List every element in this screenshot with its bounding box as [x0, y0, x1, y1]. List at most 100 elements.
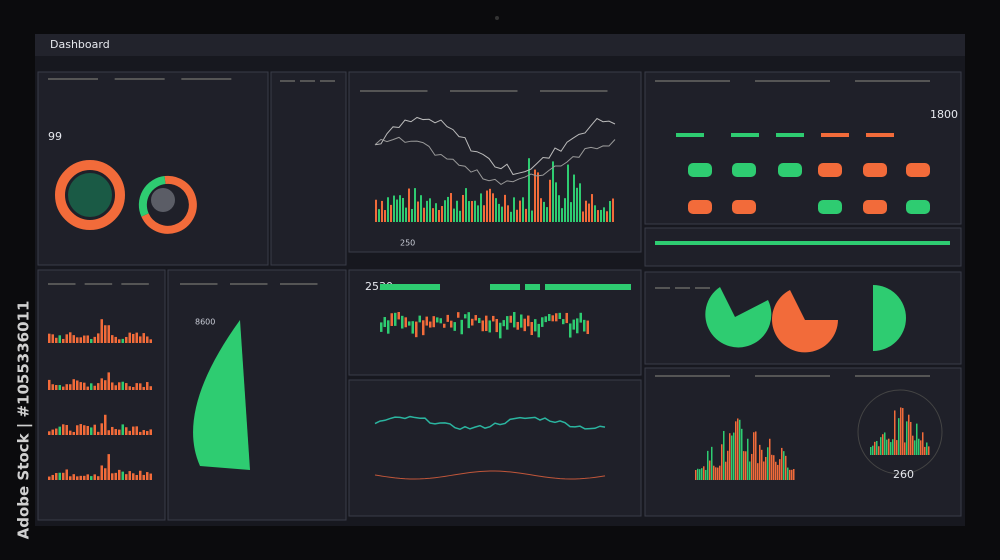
- candle: [583, 319, 586, 332]
- decor-bar: [582, 211, 584, 222]
- pill-button: [863, 163, 887, 177]
- wedge: [193, 320, 250, 470]
- decor-bar: [378, 209, 380, 222]
- decor-line: [374, 415, 606, 431]
- decor-bar: [93, 424, 96, 435]
- decor-bar: [93, 385, 96, 390]
- decor-bar: [69, 430, 72, 435]
- decor-bar: [79, 424, 82, 435]
- decor-bar: [603, 207, 605, 222]
- decor-bar: [90, 383, 93, 390]
- decor-bar: [510, 211, 512, 222]
- candle: [555, 313, 558, 322]
- candle: [436, 317, 439, 323]
- decor-bar: [528, 158, 530, 222]
- decor-bar: [435, 203, 437, 222]
- decor-bar: [543, 201, 545, 222]
- decor-bar: [880, 437, 882, 455]
- placeholder: [181, 78, 232, 80]
- candle: [411, 321, 414, 334]
- placeholder: [675, 287, 690, 289]
- decor-bar: [118, 339, 121, 343]
- decor-bar: [763, 461, 765, 480]
- candle: [513, 312, 516, 328]
- decor-bar: [480, 193, 482, 222]
- decor-bar: [146, 472, 149, 480]
- decor-bar: [564, 198, 566, 222]
- decor-bar: [783, 451, 785, 480]
- decor-bar: [896, 440, 898, 455]
- candle: [394, 312, 397, 326]
- decor-bar: [438, 210, 440, 222]
- decor-bar: [721, 444, 723, 480]
- decor-bar: [462, 194, 464, 222]
- decor-bar: [588, 203, 590, 222]
- pill-button: [818, 200, 842, 214]
- decor-bar: [121, 381, 124, 390]
- decor-bar: [444, 200, 446, 222]
- decor-bar: [597, 210, 599, 222]
- panel: [270, 71, 347, 266]
- decor-bar: [83, 335, 86, 343]
- decor-bar: [93, 336, 96, 343]
- decor-bar: [695, 470, 697, 480]
- decor-bar: [79, 382, 82, 390]
- decor-bar: [146, 431, 149, 435]
- decor-bar: [142, 386, 145, 390]
- decor-bar: [456, 200, 458, 222]
- decor-bar: [48, 333, 51, 343]
- decor-bar: [471, 201, 473, 222]
- decor-bar: [522, 197, 524, 222]
- decor-bar: [72, 335, 75, 343]
- decor-bar: [86, 474, 89, 480]
- candle: [474, 315, 477, 321]
- candle: [569, 323, 572, 338]
- decor-bar: [749, 461, 751, 480]
- placeholder: [320, 80, 335, 82]
- decor-bar: [579, 183, 581, 222]
- decor-bar: [146, 336, 149, 343]
- decor-bar: [399, 195, 401, 222]
- candle: [460, 319, 463, 335]
- decor-bar: [872, 445, 874, 455]
- decor-bar: [51, 334, 54, 343]
- decor-bar: [65, 425, 68, 435]
- decor-bar: [48, 431, 51, 435]
- decor-bar: [125, 474, 128, 480]
- candle: [383, 317, 386, 327]
- decor-bar: [540, 198, 542, 222]
- decor-bar: [719, 465, 721, 480]
- decor-bar: [558, 195, 560, 222]
- decor-bar: [555, 182, 557, 222]
- decor-bar: [441, 206, 443, 222]
- decor-bar: [723, 430, 725, 480]
- decor-bar: [775, 461, 777, 480]
- decor-bar: [492, 193, 494, 222]
- gauge-center: [151, 188, 175, 212]
- placeholder: [360, 90, 428, 92]
- decor-bar: [926, 442, 928, 455]
- decor-bar: [55, 428, 58, 435]
- decor-bar: [417, 201, 419, 222]
- candle: [558, 312, 561, 319]
- candle: [478, 317, 481, 324]
- decor-bar: [920, 440, 922, 455]
- panel: [644, 227, 962, 267]
- decor-bar: [789, 469, 791, 480]
- decor-bar: [104, 414, 107, 435]
- decor-bar: [118, 382, 121, 390]
- decor-bar: [900, 407, 902, 455]
- decor-bar: [507, 205, 509, 222]
- decor-bar: [739, 419, 741, 480]
- decor-bar: [747, 438, 749, 480]
- decor-bar: [58, 426, 61, 435]
- decor-bar: [121, 338, 124, 343]
- decor-bar: [733, 432, 735, 480]
- decor-bar: [928, 446, 930, 455]
- decor-bar: [107, 454, 110, 480]
- decor-bar: [874, 441, 876, 455]
- decor-bar: [76, 337, 79, 343]
- decor-bar: [83, 425, 86, 435]
- decor-bar: [549, 179, 551, 222]
- decor-bar: [465, 188, 467, 222]
